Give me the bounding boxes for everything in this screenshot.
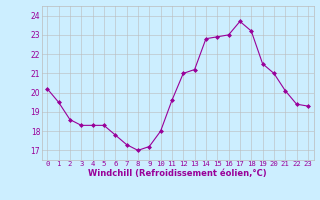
- X-axis label: Windchill (Refroidissement éolien,°C): Windchill (Refroidissement éolien,°C): [88, 169, 267, 178]
